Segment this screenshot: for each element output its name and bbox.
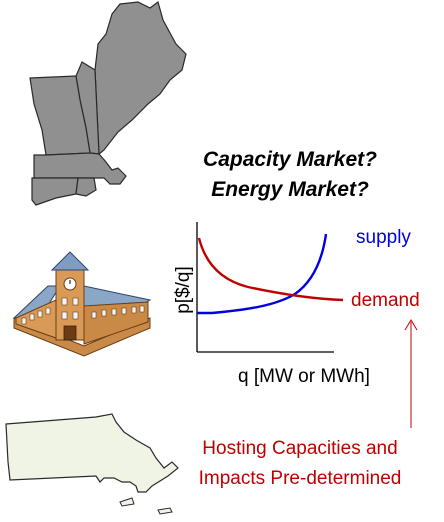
supply-demand-chart: p[$/q] q [MW or MWh] supply demand: [173, 222, 420, 387]
supply-curve: [197, 233, 328, 315]
massachusetts-shape: [5, 413, 179, 493]
building-windows: [21, 297, 145, 325]
nantucket-island: [157, 507, 173, 515]
energy-market-question: Energy Market?: [211, 178, 369, 201]
x-axis-label: q [MW or MWh]: [238, 366, 370, 387]
new-england-map-image: [29, 0, 187, 206]
building-base: [13, 317, 151, 357]
connecticut-shape: [31, 177, 79, 206]
massachusetts-region-shape: [33, 152, 127, 185]
building-door: [63, 325, 77, 341]
y-axis-label: p[$/q]: [173, 266, 194, 314]
note-arrow: [404, 319, 418, 428]
demand-label: demand: [351, 290, 420, 311]
town-hall-building-image: [12, 251, 152, 357]
demand-curve: [197, 237, 344, 302]
maine-shape: [94, 0, 187, 156]
hosting-capacities-note-line1: Hosting Capacities and: [202, 438, 397, 459]
marthas-vineyard-island: [119, 497, 135, 507]
rhode-island-shape: [75, 177, 97, 197]
supply-label: supply: [356, 227, 411, 248]
hosting-capacities-note-line2: Impacts Pre-determined: [199, 468, 402, 489]
capacity-market-question: Capacity Market?: [203, 148, 377, 171]
massachusetts-map-image: [5, 413, 179, 515]
tower-roof: [50, 251, 90, 271]
